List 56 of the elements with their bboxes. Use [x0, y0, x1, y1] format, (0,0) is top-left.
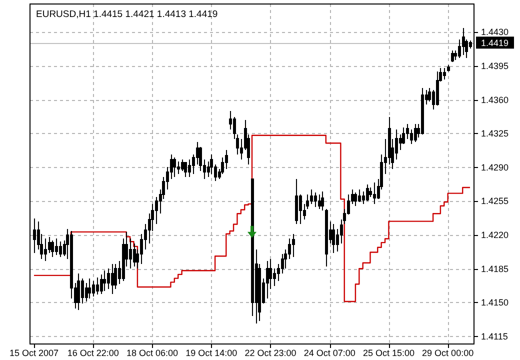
y-tick-label: 1.4255 — [481, 196, 509, 206]
candlestick — [96, 276, 99, 296]
y-tick-label: 1.4430 — [481, 27, 509, 38]
x-tick-label: 25 Oct 15:00 — [362, 348, 414, 358]
candlestick — [366, 184, 369, 202]
candlestick — [325, 208, 328, 268]
y-tick-label: 1.4150 — [481, 298, 509, 308]
x-tick-label: 19 Oct 14:00 — [186, 348, 238, 358]
candlestick — [358, 188, 361, 203]
x-tick-label: 24 Oct 07:00 — [304, 348, 356, 358]
y-tick-label: 1.4395 — [481, 60, 509, 71]
x-tick-label: 15 Oct 2007 — [9, 348, 59, 358]
candlestick — [177, 160, 180, 174]
candlestick — [443, 67, 446, 80]
candlestick — [447, 64, 450, 72]
candlestick — [451, 50, 454, 62]
text: EURUSD,H1 1.4415 1.4421 1.4413 1.4419 — [36, 9, 218, 20]
candlestick — [225, 149, 228, 170]
candlestick — [103, 270, 106, 292]
candlestick — [406, 123, 409, 140]
candlestick — [332, 224, 335, 254]
candlestick — [184, 162, 187, 178]
x-tick-label: 16 Oct 22:00 — [67, 348, 119, 358]
candlestick — [318, 194, 321, 210]
candlestick — [354, 192, 357, 206]
candlestick — [59, 241, 62, 258]
x-tick-label: 18 Oct 06:00 — [126, 348, 178, 358]
candlestick — [44, 238, 47, 262]
x-tick-label: 22 Oct 23:00 — [244, 348, 296, 358]
candlestick — [92, 280, 95, 298]
candlestick — [462, 28, 465, 56]
candlestick — [85, 282, 88, 302]
y-tick-label: 1.4290 — [481, 162, 509, 172]
candlestick — [292, 233, 295, 258]
ref-line-label: 1.4419 — [481, 38, 509, 48]
y-tick-label: 1.4220 — [481, 230, 509, 240]
candlestick — [373, 182, 376, 204]
y-tick-label: 1.4185 — [481, 264, 509, 274]
y-tick-label: 1.4115 — [481, 331, 508, 342]
candlestick — [100, 274, 103, 294]
candlestick — [321, 190, 324, 212]
candlestick — [51, 240, 54, 258]
candlestick — [295, 178, 298, 225]
x-tick-label: 29 Oct 00:00 — [422, 348, 474, 358]
y-tick-label: 1.4360 — [481, 94, 509, 105]
candlestick — [436, 71, 439, 106]
candlestick — [314, 192, 317, 208]
candlestick — [266, 260, 269, 300]
candlestick — [33, 218, 36, 254]
candlestick — [55, 238, 58, 256]
candlestick — [173, 157, 176, 178]
candlestick — [77, 272, 80, 311]
candlestick — [111, 263, 114, 294]
y-tick-label: 1.4325 — [481, 128, 509, 139]
candlestick — [88, 278, 91, 300]
candlestick — [414, 123, 417, 143]
